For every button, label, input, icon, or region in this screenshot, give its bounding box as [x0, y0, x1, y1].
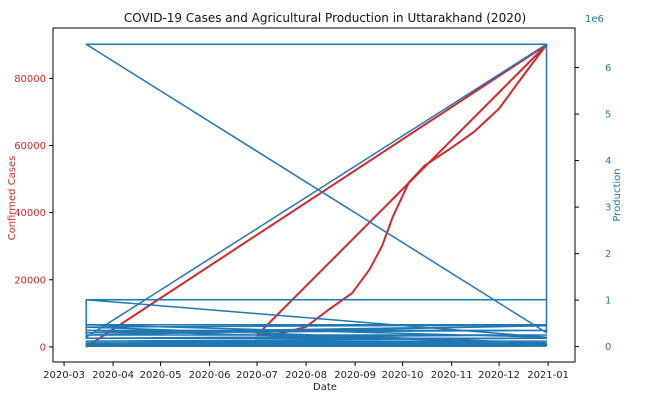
y-left-tick-label: 60000	[14, 141, 46, 152]
x-tick-label: 2020-08	[285, 370, 327, 381]
x-tick-label: 2020-05	[140, 370, 182, 381]
y-right-tick-label: 3	[605, 203, 611, 214]
y-right-tick-label: 5	[605, 110, 611, 121]
series-line-confirmed-cases	[85, 43, 548, 348]
x-axis: 2020-03 2020-04 2020-05 2020-06 2020-07 2020-…	[43, 362, 569, 381]
y-right-tick-label: 2	[605, 249, 611, 260]
chart-title: COVID-19 Cases and Agricultural Producti…	[124, 11, 526, 25]
y-axis-left-title: Confirmed Cases	[7, 156, 18, 241]
series-layer	[85, 43, 548, 348]
y-axis-right-offset-label: 1e6	[585, 14, 604, 25]
y-right-tick-label: 1	[605, 296, 611, 307]
y-right-tick-label: 0	[605, 342, 611, 353]
x-tick-label: 2020-06	[189, 370, 231, 381]
x-tick-label: 2020-11	[431, 370, 473, 381]
y-right-tick-label: 4	[605, 156, 611, 167]
x-tick-label: 2020-07	[236, 370, 278, 381]
y-left-tick-label: 80000	[14, 74, 46, 85]
y-axis-left: 0 20000 40000 60000 80000	[14, 74, 53, 353]
y-right-tick-label: 6	[605, 63, 611, 74]
series-line-production	[85, 43, 548, 347]
x-tick-label: 2020-04	[92, 370, 134, 381]
x-tick-label: 2021-01	[527, 370, 569, 381]
x-tick-label: 2020-10	[382, 370, 424, 381]
x-tick-label: 2020-12	[478, 370, 520, 381]
y-left-tick-label: 40000	[14, 208, 46, 219]
y-left-tick-label: 0	[40, 342, 46, 353]
y-left-tick-label: 20000	[14, 275, 46, 286]
y-axis-right: 0 1 2 3 4 5 6	[575, 63, 611, 353]
x-tick-label: 2020-09	[334, 370, 376, 381]
x-axis-title: Date	[313, 382, 337, 393]
y-axis-right-title: Production	[612, 168, 623, 221]
x-tick-label: 2020-03	[43, 370, 85, 381]
plot-frame	[52, 27, 576, 363]
